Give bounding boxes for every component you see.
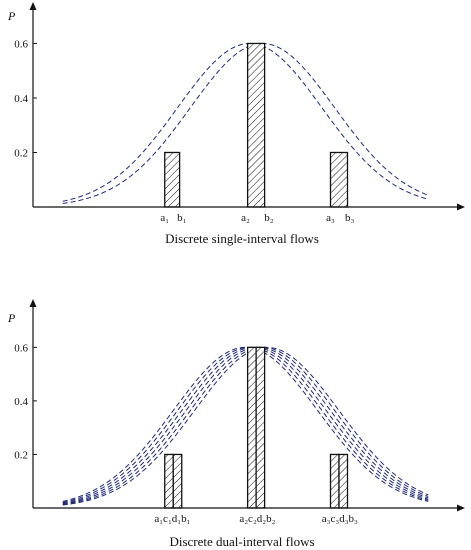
bar-4: [255, 346, 266, 509]
x-tick-label: a₂: [241, 212, 250, 224]
y-ticks: 0.2 0.4 0.6: [14, 38, 37, 159]
x-tick-labels: a₁c₁d₁b₁ a₂c₂d₂b₂ a₃c₃d₃b₃: [154, 513, 358, 525]
y-tick-label: 0.2: [14, 449, 28, 461]
x-tick-label: a₁: [160, 212, 169, 224]
x-tick-label: a₃c₃d₃b₃: [322, 513, 358, 525]
bars: [164, 42, 349, 208]
bar-1: [164, 151, 181, 208]
y-tick-label: 0.4: [14, 396, 28, 408]
y-tick-label: 0.6: [14, 38, 28, 50]
x-axis-arrow: [457, 203, 465, 211]
distribution-curves: [62, 42, 429, 204]
x-tick-label: a₁c₁d₁b₁: [154, 513, 190, 525]
distribution-curves: [62, 346, 429, 506]
y-axis-arrow: [29, 2, 37, 10]
density-curve-3: [62, 346, 429, 504]
x-tick-label: a₃: [326, 212, 335, 224]
bar-6: [338, 453, 349, 509]
y-axis-label: P: [7, 311, 16, 325]
bar-3: [246, 346, 257, 509]
x-axis-arrow: [457, 504, 465, 512]
y-tick-label: 0.4: [14, 93, 28, 105]
axes: [29, 299, 465, 512]
density-curve-1: [62, 42, 429, 202]
x-tick-label: b₁: [177, 212, 187, 224]
density-curve-2: [62, 42, 429, 204]
axes: [29, 2, 465, 211]
x-tick-label: b₂: [264, 212, 274, 224]
y-ticks: 0.2 0.4 0.6: [14, 342, 37, 461]
density-curve-5: [62, 346, 429, 505]
density-curve-6: [62, 346, 429, 506]
x-tick-labels: a₁ b₁ a₂ b₂ a₃ b₃: [160, 212, 354, 224]
bar-3: [329, 151, 349, 208]
bar-2: [172, 453, 183, 509]
bar-1: [164, 453, 174, 509]
density-curve-4: [62, 346, 429, 505]
y-tick-label: 0.2: [14, 147, 28, 159]
bars: [164, 346, 349, 509]
x-tick-label: a₂c₂d₂b₂: [239, 513, 275, 525]
y-axis-arrow: [29, 299, 37, 307]
single-interval-chart: 0.2 0.4 0.6 a₁ b₁ a₂ b₂ a₃ b₃ P Discrete single…: [7, 2, 465, 246]
density-curve-2: [62, 346, 429, 503]
bar-2: [246, 42, 266, 208]
chart-caption: Discrete single-interval flows: [165, 231, 319, 246]
y-tick-label: 0.6: [14, 342, 28, 354]
x-tick-label: b₃: [345, 212, 355, 224]
y-axis-label: P: [7, 9, 16, 23]
chart-caption: Discrete dual-interval flows: [169, 534, 314, 549]
dual-interval-chart: 0.2 0.4 0.6 a₁c₁d₁b₁ a₂c₂d₂b₂ a₃c₃d₃b₃ P Dis…: [7, 299, 465, 549]
bar-5: [329, 453, 340, 509]
